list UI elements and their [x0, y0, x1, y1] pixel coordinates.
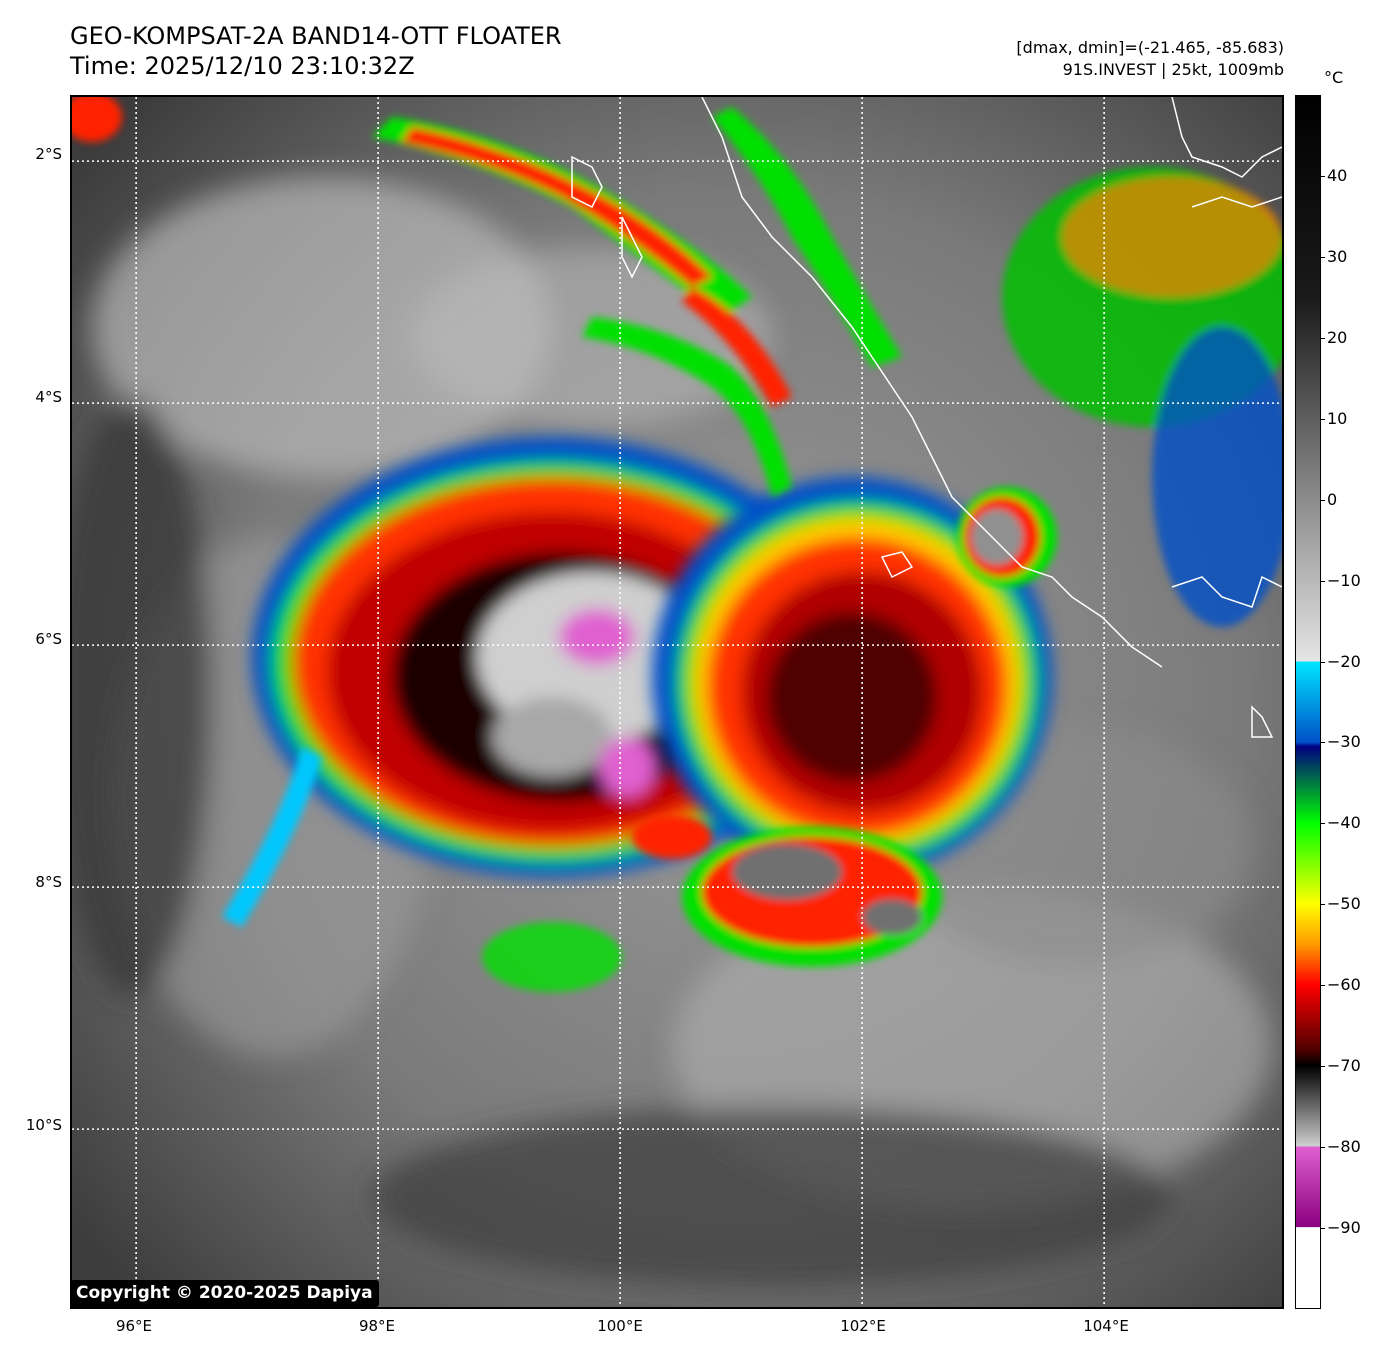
colorbar-tick-label: −70	[1327, 1056, 1361, 1076]
colorbar-tick-mark	[1321, 904, 1325, 906]
north-rain-bands	[72, 97, 1282, 627]
colorbar-tick-label: 10	[1327, 408, 1348, 428]
colorbar-tick-label: −30	[1327, 732, 1361, 752]
colorbar-tick-mark	[1321, 1228, 1325, 1230]
coastlines	[571, 97, 1282, 738]
colorbar-tick-label: −60	[1327, 975, 1361, 995]
colorbar-tick-mark	[1321, 499, 1325, 501]
colorbar-tick-mark	[1321, 1147, 1325, 1149]
colorbar-tick-label: 30	[1327, 246, 1348, 266]
colorbar	[1295, 95, 1321, 1309]
satellite-imagery	[72, 97, 1282, 1307]
lon-label-98e: 98°E	[358, 1317, 396, 1335]
colorbar-tick-mark	[1321, 580, 1325, 582]
colorbar-tick-label: −90	[1327, 1218, 1361, 1238]
colorbar-tick-mark	[1321, 1066, 1325, 1068]
colorbar-tick-mark	[1321, 742, 1325, 744]
lat-label-6s: 6°S	[35, 630, 62, 648]
gridlines	[72, 97, 1282, 1307]
cloud-texture	[72, 177, 1272, 1287]
east-coast-cell	[957, 487, 1057, 587]
colorbar-tick-mark	[1321, 256, 1325, 258]
colorbar-tick-label: 0	[1327, 489, 1338, 509]
colorbar-tick-label: −10	[1327, 570, 1361, 590]
lat-label-4s: 4°S	[35, 388, 62, 406]
lat-label-10s: 10°S	[25, 1116, 62, 1134]
colorbar-tick-label: −50	[1327, 894, 1361, 914]
colorbar-tick-label: −80	[1327, 1137, 1361, 1157]
south-cell	[682, 827, 942, 967]
colorbar-tick-mark	[1321, 985, 1325, 987]
colorbar-tick-mark	[1321, 418, 1325, 420]
colorbar-tick-mark	[1321, 337, 1325, 339]
lon-label-102e: 102°E	[840, 1317, 886, 1335]
storm-info-label: 91S.INVEST | 25kt, 1009mb	[1062, 60, 1284, 79]
copyright-label: Copyright © 2020-2025 Dapiya	[70, 1280, 379, 1307]
colorbar-tick-mark	[1321, 823, 1325, 825]
chart-time: Time: 2025/12/10 23:10:32Z	[70, 52, 415, 80]
chart-title: GEO-KOMPSAT-2A BAND14-OTT FLOATER	[70, 22, 562, 50]
dmax-dmin-label: [dmax, dmin]=(-21.465, -85.683)	[1016, 38, 1284, 57]
lon-label-100e: 100°E	[597, 1317, 643, 1335]
colorbar-tick-label: −20	[1327, 651, 1361, 671]
colorbar-tick-label: −40	[1327, 813, 1361, 833]
colorbar-tick-mark	[1321, 175, 1325, 177]
colorbar-tick-mark	[1321, 661, 1325, 663]
southwest-bands	[222, 747, 712, 992]
satellite-map	[70, 95, 1284, 1309]
lon-label-104e: 104°E	[1083, 1317, 1129, 1335]
colorbar-tick-label: 20	[1327, 327, 1348, 347]
colorbar-unit: °C	[1324, 68, 1344, 87]
lon-label-96e: 96°E	[115, 1317, 153, 1335]
lat-label-2s: 2°S	[35, 145, 62, 163]
lat-label-8s: 8°S	[35, 873, 62, 891]
colorbar-tick-label: 40	[1327, 165, 1348, 185]
